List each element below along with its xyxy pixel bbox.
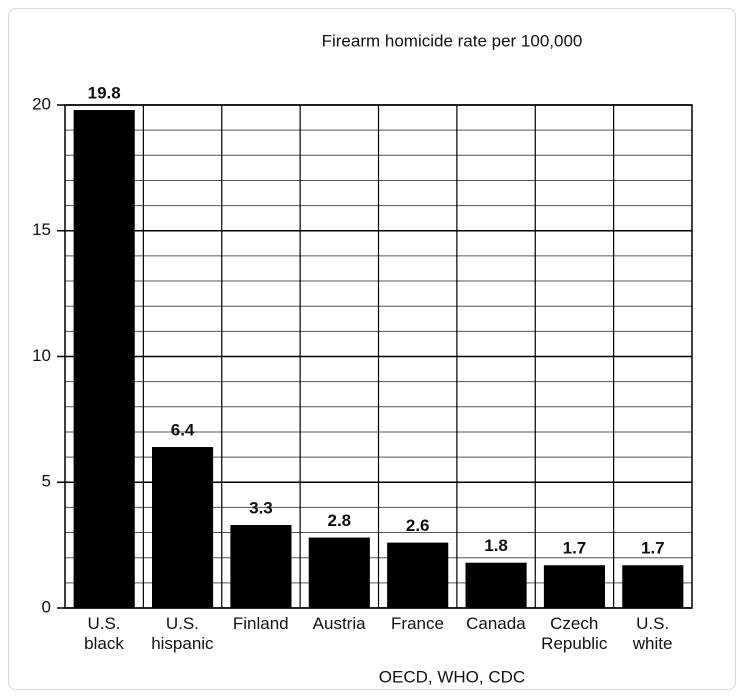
x-axis-label: OECD, WHO, CDC	[379, 667, 525, 686]
value-label: 3.3	[249, 498, 273, 517]
x-tick-label: Czech Republic	[541, 614, 608, 653]
bar	[308, 537, 370, 608]
x-tick-label: Finland	[232, 614, 289, 633]
plot-border	[64, 104, 693, 609]
bar	[151, 447, 214, 608]
chart-title: Firearm homicide rate per 100,000	[322, 31, 583, 50]
value-label: 1.7	[563, 539, 587, 558]
x-tick-label: Austria	[312, 614, 366, 633]
value-label: 6.4	[171, 421, 195, 440]
y-tick-label: 15	[32, 220, 51, 239]
y-tick-label: 5	[42, 472, 51, 491]
x-tick-label: U.S. black	[84, 614, 124, 653]
value-label: 2.8	[327, 511, 351, 530]
card-frame	[8, 8, 736, 690]
value-label: 19.8	[88, 84, 121, 103]
y-tick-label: 0	[42, 597, 51, 616]
value-label: 1.8	[484, 536, 508, 555]
x-tick-label: Canada	[466, 614, 526, 633]
value-label: 1.7	[641, 539, 665, 558]
y-tick-label: 20	[32, 94, 51, 113]
value-label: 2.6	[406, 516, 430, 535]
bar	[622, 565, 684, 608]
bar	[543, 565, 606, 608]
bar	[73, 110, 135, 608]
x-tick-label: U.S. white	[632, 614, 673, 653]
x-tick-label: France	[391, 614, 444, 633]
bar	[465, 562, 527, 608]
y-tick-label: 10	[32, 346, 51, 365]
x-tick-label: U.S. hispanic	[151, 614, 214, 653]
bar	[387, 542, 449, 608]
bar	[230, 525, 292, 608]
